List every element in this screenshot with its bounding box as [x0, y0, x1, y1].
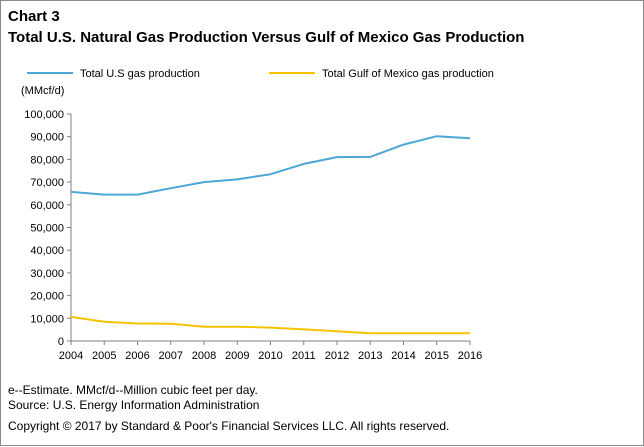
- x-tick-label: 2009: [225, 350, 249, 362]
- legend-label-2: Total Gulf of Mexico gas production: [322, 68, 494, 80]
- y-tick-label: 50,000: [30, 223, 64, 235]
- x-tick-label: 2015: [425, 350, 449, 362]
- y-tick-label: 60,000: [30, 200, 64, 212]
- y-tick-label: 40,000: [30, 245, 64, 257]
- y-tick-label: 70,000: [30, 177, 64, 189]
- x-tick-label: 2010: [258, 350, 282, 362]
- chart-title: Total U.S. Natural Gas Production Versus…: [8, 29, 525, 46]
- y-axis: 0 10,000 20,000 30,000 40,000 50,000 60,000 70,…: [24, 109, 72, 348]
- y-tick-label: 30,000: [30, 268, 64, 280]
- series-line-1: [70, 135, 471, 196]
- y-tick-label: 100,000: [24, 109, 64, 121]
- x-tick-label: 2005: [92, 350, 116, 362]
- legend: Total U.S gas production Total Gulf of Me…: [27, 68, 494, 80]
- x-tick-label: 2006: [125, 350, 149, 362]
- copyright: Copyright © 2017 by Standard & Poor's Fi…: [8, 419, 450, 433]
- y-tick-label: 20,000: [30, 291, 64, 303]
- source-line: Source: U.S. Energy Information Administ…: [8, 398, 260, 412]
- y-tick-label: 0: [58, 336, 64, 348]
- x-tick-label: 2014: [391, 350, 415, 362]
- y-tick-label: 90,000: [30, 132, 64, 144]
- x-tick-label: 2012: [325, 350, 349, 362]
- chart-number: Chart 3: [8, 8, 60, 25]
- series-line-2: [70, 315, 470, 335]
- chart-notes: e--Estimate. MMcf/d--Million cubic feet …: [8, 383, 259, 413]
- series-group: [70, 135, 471, 335]
- x-axis: 2004 2005 2006 2007 2008 2009 2010 2011 2012 2013…: [59, 340, 482, 362]
- x-tick-label: 2008: [192, 350, 216, 362]
- y-tick-label: 10,000: [30, 313, 64, 325]
- x-tick-label: 2013: [358, 350, 382, 362]
- x-tick-label: 2016: [458, 350, 482, 362]
- footnote: e--Estimate. MMcf/d--Million cubic feet …: [8, 383, 258, 397]
- legend-label-1: Total U.S gas production: [80, 68, 200, 80]
- x-tick-label: 2004: [59, 350, 83, 362]
- x-tick-label: 2007: [159, 350, 183, 362]
- y-tick-label: 80,000: [30, 154, 64, 166]
- y-axis-label: (MMcf/d): [21, 85, 64, 97]
- x-tick-label: 2011: [292, 350, 316, 362]
